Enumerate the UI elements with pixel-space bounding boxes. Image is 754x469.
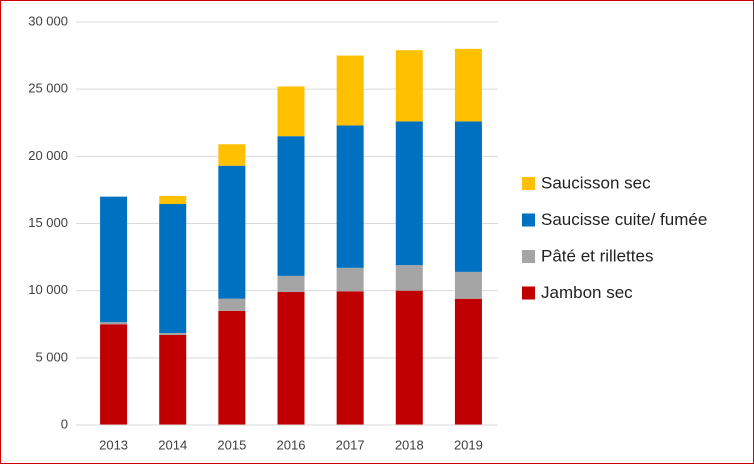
legend-swatch	[522, 286, 535, 300]
x-tick-label: 2015	[217, 437, 246, 452]
bar-segment	[277, 292, 305, 425]
y-tick-label: 10 000	[28, 282, 68, 297]
bar-segment	[336, 125, 364, 268]
bar-segment	[395, 290, 423, 425]
bar-segment	[336, 291, 364, 425]
bar-segment	[100, 322, 128, 325]
legend-swatch	[522, 177, 535, 190]
bar-segment	[100, 324, 128, 425]
bar-segment	[218, 310, 246, 425]
y-tick-label: 5 000	[35, 349, 68, 364]
bar-segment	[395, 50, 423, 122]
y-tick-label: 30 000	[28, 13, 68, 28]
bar-segment	[336, 55, 364, 126]
x-tick-label: 2014	[158, 437, 187, 452]
bar-segment	[454, 48, 482, 122]
legend-label: Pâté et rillettes	[541, 246, 653, 265]
bar-segment	[395, 265, 423, 291]
bar-segment	[100, 196, 128, 323]
bar-segment	[454, 121, 482, 272]
x-tick-label: 2016	[277, 437, 306, 452]
bar-segment	[277, 86, 305, 137]
bar-segment	[277, 275, 305, 293]
y-tick-label: 20 000	[28, 148, 68, 163]
bar-segment	[336, 267, 364, 292]
legend-swatch	[522, 250, 535, 263]
bar-segment	[218, 165, 246, 299]
x-tick-label: 2013	[99, 437, 128, 452]
x-tick-label: 2018	[395, 437, 424, 452]
bar-segment	[218, 298, 246, 311]
bar-segment	[159, 195, 187, 205]
bar-segment	[159, 334, 187, 425]
legend-label: Jambon sec	[541, 283, 633, 302]
bar-segment	[454, 298, 482, 425]
bar-segment	[395, 121, 423, 266]
bar-segment	[277, 136, 305, 276]
x-tick-label: 2017	[336, 437, 365, 452]
bar-segment	[454, 271, 482, 299]
bar-segment	[159, 204, 187, 333]
x-tick-label: 2019	[454, 437, 483, 452]
legend-label: Saucisson sec	[541, 173, 651, 192]
legend-label: Saucisse cuite/ fumée	[541, 210, 707, 229]
bar-segment	[159, 332, 187, 335]
legend-swatch	[522, 213, 535, 227]
bar-segment	[218, 144, 246, 166]
y-tick-label: 0	[61, 416, 68, 431]
y-tick-label: 25 000	[28, 81, 68, 96]
y-tick-label: 15 000	[28, 215, 68, 230]
